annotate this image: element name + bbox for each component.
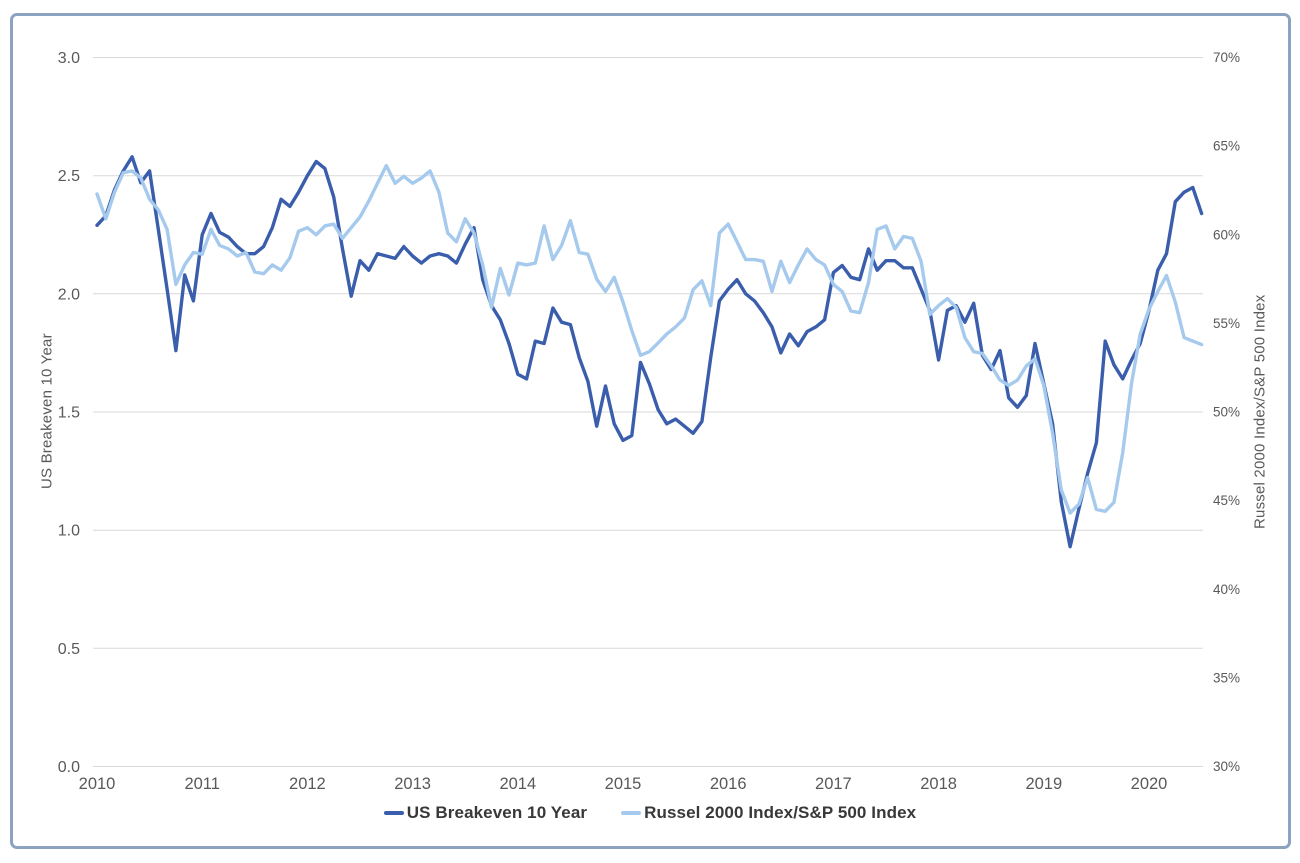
- x-axis-tick-label: 2017: [815, 775, 852, 793]
- x-axis-tick-label: 2015: [605, 775, 642, 793]
- left-axis-title: US Breakeven 10 Year: [38, 333, 56, 490]
- left-axis-tick-label: 3.0: [58, 50, 80, 67]
- x-axis-tick-label: 2019: [1025, 775, 1062, 793]
- legend-item-russell-ratio: Russel 2000 Index/S&P 500 Index: [621, 803, 916, 823]
- x-axis-tick-label: 2012: [289, 775, 326, 793]
- left-axis-tick-label: 1.0: [58, 523, 80, 540]
- x-axis-tick-label: 2014: [499, 775, 536, 793]
- legend-label-russell-ratio: Russel 2000 Index/S&P 500 Index: [644, 803, 917, 822]
- right-axis-tick-label: 70%: [1213, 50, 1240, 65]
- x-axis-tick-label: 2010: [79, 775, 116, 793]
- right-axis-tick-label: 50%: [1213, 405, 1240, 420]
- x-axis-tick-label: 2020: [1131, 775, 1168, 793]
- legend-line-swatch-russell-ratio: [621, 811, 642, 815]
- left-axis-tick-label: 0.0: [58, 759, 80, 776]
- series-line-us-breakeven: [95, 155, 1204, 549]
- right-axis-tick-label: 30%: [1213, 759, 1240, 774]
- left-axis-tick-label: 2.5: [58, 168, 80, 185]
- legend: US Breakeven 10 Year Russel 2000 Index/S…: [0, 803, 1300, 823]
- left-axis-tick-label: 1.5: [58, 405, 80, 422]
- left-axis-tick-label: 2.0: [58, 286, 80, 303]
- x-axis-tick-label: 2018: [920, 775, 957, 793]
- legend-label-us-breakeven: US Breakeven 10 Year: [406, 803, 588, 822]
- x-axis-tick-label: 2011: [184, 775, 219, 793]
- right-axis-tick-label: 55%: [1213, 316, 1240, 331]
- x-axis-tick-label: 2013: [394, 775, 431, 793]
- right-axis-tick-label: 40%: [1213, 582, 1240, 597]
- right-axis-tick-label: 60%: [1213, 227, 1240, 242]
- right-axis-tick-label: 65%: [1213, 139, 1240, 154]
- legend-line-swatch-us-breakeven: [383, 811, 404, 815]
- series-line-russell-ratio: [95, 163, 1204, 515]
- right-axis-tick-label: 35%: [1213, 670, 1240, 685]
- x-axis-tick-label: 2016: [710, 775, 747, 793]
- legend-item-us-breakeven: US Breakeven 10 Year: [383, 803, 588, 823]
- chart-border-frame: [10, 13, 1291, 849]
- left-axis-tick-label: 0.5: [58, 641, 80, 658]
- right-axis-tick-label: 45%: [1213, 493, 1240, 508]
- right-axis-title: Russel 2000 Index/S&P 500 Index: [1251, 294, 1269, 529]
